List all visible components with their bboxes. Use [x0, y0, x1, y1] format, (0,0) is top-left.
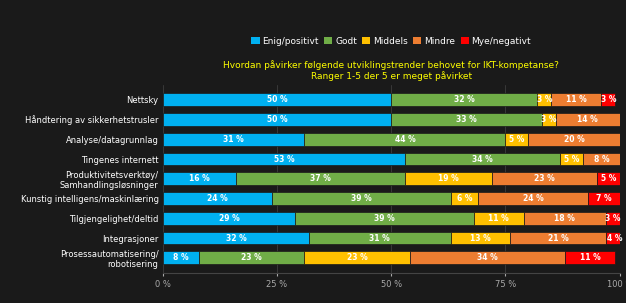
- Bar: [163, 231, 309, 245]
- Bar: [542, 113, 556, 126]
- Bar: [606, 231, 624, 245]
- Text: 4 %: 4 %: [607, 234, 623, 242]
- Text: 8 %: 8 %: [593, 155, 609, 164]
- Text: 32 %: 32 %: [454, 95, 475, 104]
- Bar: [236, 172, 405, 185]
- Text: 44 %: 44 %: [394, 135, 415, 144]
- Bar: [597, 172, 620, 185]
- Text: 19 %: 19 %: [438, 174, 459, 183]
- Text: 53 %: 53 %: [274, 155, 294, 164]
- Text: 32 %: 32 %: [225, 234, 246, 242]
- Text: 23 %: 23 %: [242, 253, 262, 262]
- Text: 23 %: 23 %: [534, 174, 555, 183]
- Text: 18 %: 18 %: [555, 214, 575, 223]
- Bar: [272, 192, 451, 205]
- Text: 24 %: 24 %: [207, 194, 228, 203]
- Text: 24 %: 24 %: [523, 194, 543, 203]
- Legend: Enig/positivt, Godt, Middels, Mindre, Mye/negativt: Enig/positivt, Godt, Middels, Mindre, My…: [248, 33, 535, 49]
- Bar: [163, 133, 304, 146]
- Bar: [199, 251, 304, 264]
- Text: 23 %: 23 %: [347, 253, 367, 262]
- Text: 37 %: 37 %: [310, 174, 331, 183]
- Bar: [510, 231, 606, 245]
- Bar: [391, 93, 538, 106]
- Bar: [478, 192, 588, 205]
- Text: 33 %: 33 %: [456, 115, 477, 124]
- Bar: [583, 153, 620, 165]
- Text: 11 %: 11 %: [580, 253, 600, 262]
- Text: 16 %: 16 %: [189, 174, 210, 183]
- Text: 29 %: 29 %: [218, 214, 239, 223]
- Text: 14 %: 14 %: [577, 115, 598, 124]
- Text: 31 %: 31 %: [369, 234, 390, 242]
- Text: 21 %: 21 %: [548, 234, 568, 242]
- Text: 31 %: 31 %: [223, 135, 244, 144]
- Bar: [473, 212, 524, 225]
- Bar: [409, 251, 565, 264]
- Bar: [565, 251, 615, 264]
- Title: Hvordan påvirker følgende utviklingstrender behovet for IKT-kompetanse?
Ranger 1: Hvordan påvirker følgende utviklingstren…: [223, 60, 559, 81]
- Bar: [163, 212, 295, 225]
- Bar: [524, 212, 606, 225]
- Bar: [506, 133, 528, 146]
- Text: 8 %: 8 %: [173, 253, 189, 262]
- Text: 13 %: 13 %: [470, 234, 491, 242]
- Text: 3 %: 3 %: [541, 115, 557, 124]
- Text: 50 %: 50 %: [267, 95, 287, 104]
- Text: 11 %: 11 %: [488, 214, 509, 223]
- Bar: [620, 133, 626, 146]
- Text: 3 %: 3 %: [605, 214, 620, 223]
- Text: 3 %: 3 %: [536, 95, 552, 104]
- Bar: [451, 192, 478, 205]
- Bar: [451, 231, 510, 245]
- Text: 5 %: 5 %: [564, 155, 580, 164]
- Text: 39 %: 39 %: [374, 214, 395, 223]
- Bar: [560, 153, 583, 165]
- Bar: [405, 153, 560, 165]
- Bar: [528, 133, 620, 146]
- Bar: [163, 172, 236, 185]
- Bar: [606, 212, 620, 225]
- Text: 50 %: 50 %: [267, 115, 287, 124]
- Text: 20 %: 20 %: [563, 135, 585, 144]
- Bar: [556, 113, 620, 126]
- Bar: [163, 251, 199, 264]
- Text: 34 %: 34 %: [472, 155, 493, 164]
- Bar: [295, 212, 473, 225]
- Text: 6 %: 6 %: [456, 194, 472, 203]
- Text: 34 %: 34 %: [477, 253, 498, 262]
- Bar: [602, 93, 615, 106]
- Text: 7 %: 7 %: [596, 194, 612, 203]
- Bar: [163, 192, 272, 205]
- Text: 39 %: 39 %: [351, 194, 372, 203]
- Bar: [405, 172, 492, 185]
- Bar: [163, 113, 391, 126]
- Bar: [492, 172, 597, 185]
- Bar: [588, 192, 620, 205]
- Text: 11 %: 11 %: [566, 95, 587, 104]
- Bar: [163, 153, 405, 165]
- Bar: [304, 251, 409, 264]
- Text: 5 %: 5 %: [600, 174, 616, 183]
- Bar: [551, 93, 602, 106]
- Text: 3 %: 3 %: [600, 95, 616, 104]
- Bar: [304, 133, 506, 146]
- Text: 5 %: 5 %: [509, 135, 525, 144]
- Bar: [620, 153, 626, 165]
- Bar: [309, 231, 451, 245]
- Bar: [163, 93, 391, 106]
- Bar: [538, 93, 551, 106]
- Bar: [391, 113, 542, 126]
